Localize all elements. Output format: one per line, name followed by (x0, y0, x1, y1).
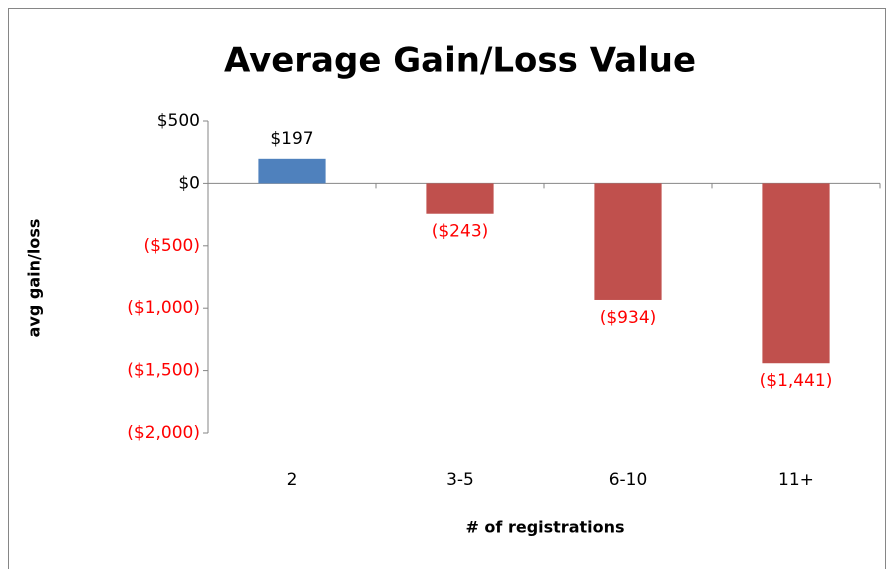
x-tick-label: 2 (287, 470, 298, 490)
x-tick-label: 11+ (778, 470, 814, 490)
y-tick-label: $500 (157, 111, 200, 131)
chart-border (8, 8, 886, 569)
y-tick-label: ($500) (143, 236, 200, 256)
x-axis-title: # of registrations (465, 518, 624, 537)
y-tick-label: ($2,000) (127, 423, 200, 443)
bar (762, 183, 830, 364)
chart-title: Average Gain/Loss Value (224, 41, 696, 81)
y-axis-title: avg gain/loss (25, 219, 44, 338)
y-tick-label: $0 (178, 173, 200, 193)
bar (426, 183, 494, 214)
y-tick-label: ($1,500) (127, 361, 200, 381)
x-tick-label: 6-10 (609, 470, 648, 490)
data-label: ($934) (600, 308, 657, 328)
data-label: $197 (270, 129, 313, 149)
bar (258, 158, 326, 184)
data-label: ($1,441) (760, 371, 833, 391)
x-tick-label: 3-5 (446, 470, 474, 490)
data-label: ($243) (432, 222, 489, 242)
bar (594, 183, 662, 300)
y-tick-label: ($1,000) (127, 298, 200, 318)
